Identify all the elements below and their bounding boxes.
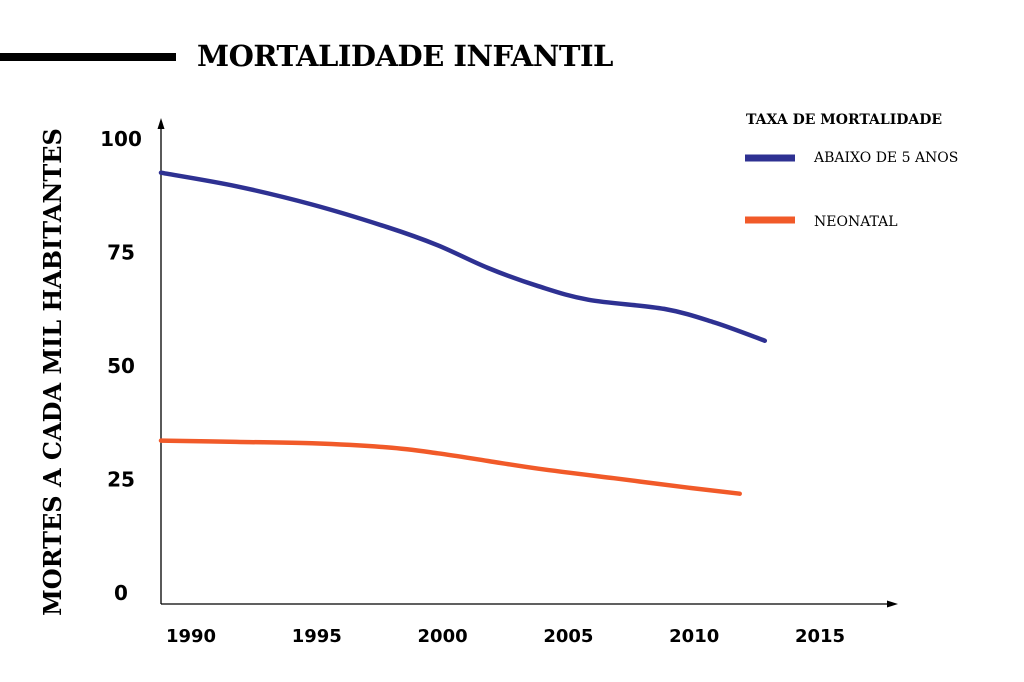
y-tick-label: 50 [107,354,135,378]
x-tick-label: 2010 [669,626,719,647]
legend: TAXA DE MORTALIDADE ABAIXO DE 5 ANOS NEO… [745,112,958,230]
x-axis-arrowhead [887,600,898,608]
legend-title: TAXA DE MORTALIDADE [746,112,942,128]
series-line-neonatal [158,438,742,496]
x-tick-label: 2005 [543,626,593,647]
y-axis-label: MORTES A CADA MIL HABITANTES [38,128,67,616]
y-tick-labels: 0 25 50 75 100 [100,127,142,605]
y-axis-arrowhead [157,118,165,129]
series-lines [158,170,768,496]
chart-title: MORTALIDADE INFANTIL [197,39,613,73]
legend-label-neonatal: NEONATAL [814,214,898,230]
x-tick-labels: 1990 1995 2000 2005 2010 2015 [166,626,845,647]
y-tick-label: 100 [100,127,142,151]
x-tick-label: 2000 [418,626,468,647]
series-line-under-5 [158,170,768,343]
x-tick-label: 2015 [795,626,845,647]
x-tick-label: 1990 [166,626,216,647]
y-tick-label: 25 [107,468,135,492]
x-tick-label: 1995 [292,626,342,647]
legend-label-under-5: ABAIXO DE 5 ANOS [813,150,958,166]
y-tick-label: 0 [114,581,128,605]
y-tick-label: 75 [107,241,135,265]
